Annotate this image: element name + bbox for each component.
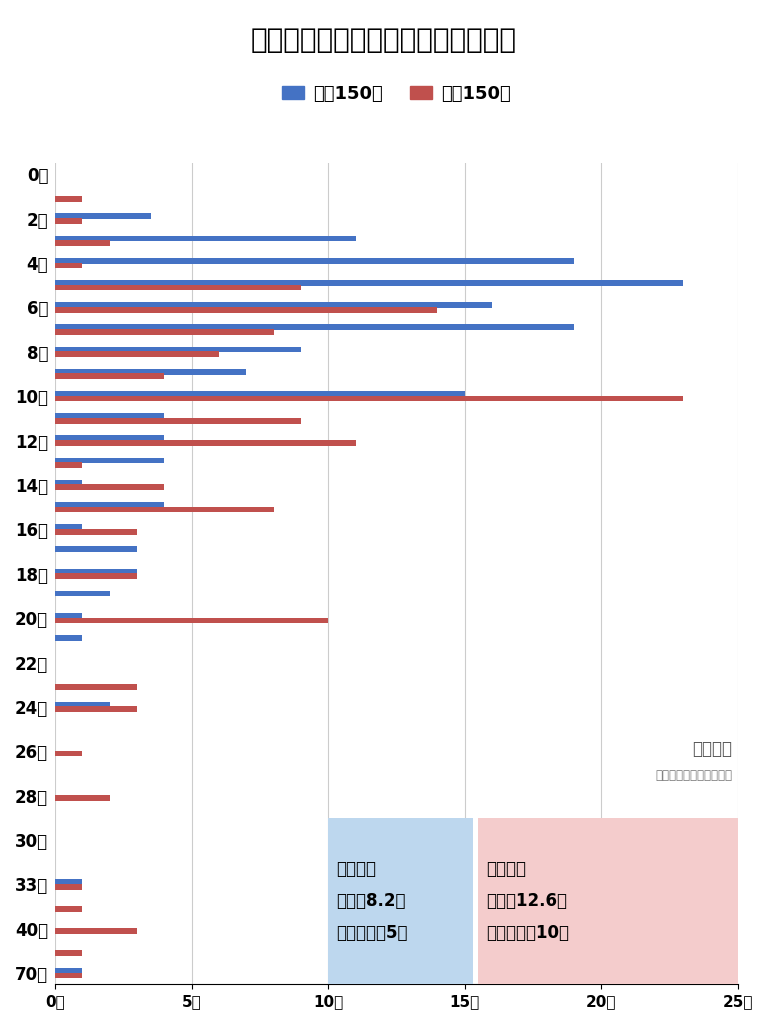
Bar bbox=[55, 950, 82, 956]
Bar bbox=[55, 502, 164, 508]
Bar bbox=[55, 307, 438, 312]
Bar bbox=[55, 329, 273, 335]
Bar bbox=[55, 613, 82, 618]
Bar bbox=[55, 262, 82, 268]
Bar bbox=[55, 241, 110, 246]
Bar bbox=[55, 968, 82, 974]
Text: 【女性】
平均：12.6足
最も多い：10足: 【女性】 平均：12.6足 最も多い：10足 bbox=[487, 860, 570, 942]
Bar bbox=[55, 458, 164, 463]
Bar bbox=[55, 418, 301, 424]
Legend: 男性150名, 女性150名: 男性150名, 女性150名 bbox=[275, 78, 518, 111]
Bar bbox=[55, 591, 110, 597]
Bar bbox=[55, 414, 164, 419]
Bar bbox=[55, 480, 82, 485]
Bar bbox=[55, 524, 82, 529]
Bar bbox=[55, 573, 137, 579]
Bar bbox=[55, 507, 273, 512]
Bar bbox=[55, 391, 465, 396]
Text: 【男性】
平均：8.2足
最も多い：5足: 【男性】 平均：8.2足 最も多い：5足 bbox=[336, 860, 408, 942]
Bar bbox=[55, 374, 164, 379]
Bar bbox=[55, 280, 684, 286]
Bar bbox=[55, 880, 82, 885]
Bar bbox=[55, 707, 137, 712]
Bar bbox=[55, 302, 492, 308]
Bar bbox=[55, 435, 164, 441]
Bar bbox=[55, 258, 574, 263]
Bar bbox=[55, 528, 137, 535]
Bar bbox=[55, 440, 356, 445]
FancyBboxPatch shape bbox=[328, 818, 473, 984]
Bar bbox=[55, 884, 82, 890]
Bar bbox=[55, 346, 301, 352]
Bar bbox=[55, 635, 82, 641]
Bar bbox=[55, 795, 110, 801]
Bar bbox=[55, 462, 82, 468]
Text: すにらぼ: すにらぼ bbox=[692, 740, 733, 758]
Text: 「靴」は合計何足持っていますか？: 「靴」は合計何足持っていますか？ bbox=[251, 26, 517, 53]
Bar bbox=[55, 325, 574, 330]
Bar bbox=[55, 973, 82, 978]
Bar bbox=[55, 236, 356, 242]
Bar bbox=[55, 484, 164, 490]
Bar bbox=[55, 701, 110, 708]
Bar bbox=[55, 568, 137, 574]
Bar bbox=[55, 547, 137, 552]
Bar bbox=[55, 213, 151, 219]
FancyBboxPatch shape bbox=[478, 818, 738, 984]
Bar bbox=[55, 751, 82, 757]
Bar bbox=[55, 906, 82, 911]
Bar bbox=[55, 351, 219, 357]
Bar bbox=[55, 684, 137, 690]
Bar bbox=[55, 617, 328, 624]
Bar bbox=[55, 369, 247, 375]
Bar bbox=[55, 285, 301, 291]
Bar bbox=[55, 196, 82, 202]
Bar bbox=[55, 928, 137, 934]
Bar bbox=[55, 395, 684, 401]
Bar bbox=[55, 218, 82, 224]
Text: スニーカー研究メディア: スニーカー研究メディア bbox=[655, 769, 733, 782]
